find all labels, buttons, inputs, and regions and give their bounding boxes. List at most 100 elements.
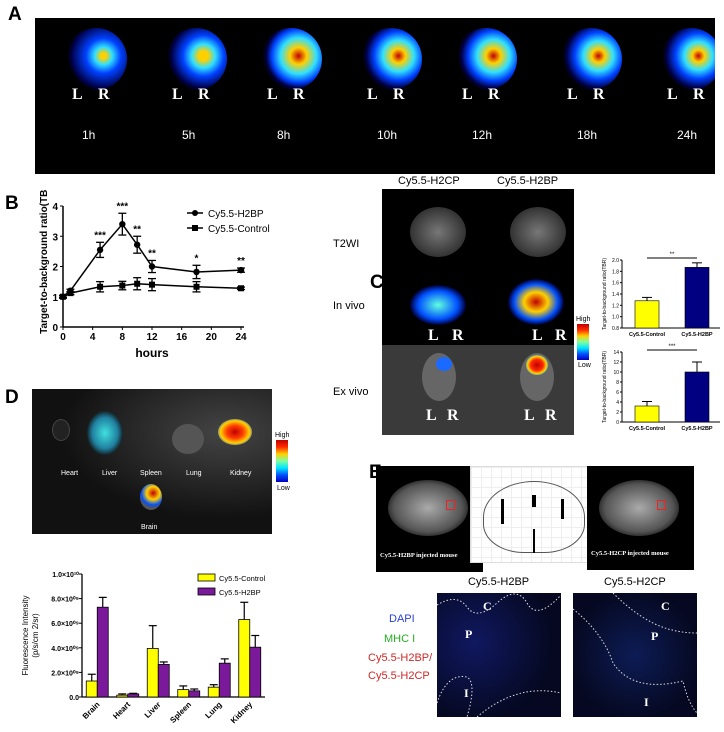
y-axis-label: Target-to-background ratio(TBR) <box>602 258 608 330</box>
ex-vivo-imaging-panel: L R L R <box>382 345 574 435</box>
mouse-head-fluorescence <box>165 28 227 90</box>
column-header-h2cp: Cy5.5-H2CP <box>398 175 460 187</box>
time-label: 24h <box>677 128 698 142</box>
legend-swatch <box>197 573 216 582</box>
organ-fluorescence-image: Heart Liver Spleen Lung Kidney Brain <box>32 389 272 534</box>
data-point <box>148 263 156 270</box>
series-line <box>62 282 242 298</box>
legend-marker <box>192 210 198 216</box>
data-point <box>119 220 126 228</box>
legend-probe-h2bp: Cy5.5-H2BP/ <box>368 652 433 664</box>
legend-marker <box>192 225 198 231</box>
bar <box>157 664 170 698</box>
mri-h2cp-caption: Cy5.5-H2CP injected mouse <box>591 550 669 557</box>
right-marker: R <box>693 86 705 103</box>
legend-label: Cy5.5-Control <box>208 224 270 235</box>
y-tick-label: 2.0×10⁰⁹ <box>51 669 79 677</box>
left-marker: L <box>567 86 578 103</box>
significance-marker: ** <box>133 224 141 235</box>
legend-probe-h2cp: Cy5.5-H2CP <box>368 670 430 682</box>
left-marker: L <box>367 86 378 103</box>
data-point <box>67 290 74 297</box>
data-point <box>134 280 141 287</box>
y-tick-label: 10 <box>613 370 619 376</box>
tbr-line-chart: 0 4 8 12 16 20 2401234hoursTarget-to-backgroun… <box>39 190 270 360</box>
x-tick-label: Cy5.5-H2BP <box>681 426 713 432</box>
mouse-head-fluorescence <box>455 28 517 90</box>
data-point <box>238 285 244 292</box>
time-label: 1h <box>82 128 96 142</box>
data-point <box>237 266 245 274</box>
y-tick-label: 1.0 <box>612 315 619 321</box>
x-tick-label: Spleen <box>168 700 193 725</box>
y-tick-label: 0 <box>52 323 58 334</box>
bar <box>177 689 190 698</box>
y-axis-label: Target-to-background ratio(TBR) <box>602 351 608 423</box>
y-tick-label: 1.2 <box>612 303 619 309</box>
colorbar-high-label: High <box>275 432 290 439</box>
y-tick-label: 6 <box>616 390 619 396</box>
x-tick-label: Liver <box>143 700 163 720</box>
data-point <box>133 241 141 248</box>
colorbar <box>276 440 288 482</box>
right-marker: R <box>545 407 557 424</box>
organ-label-spleen: Spleen <box>140 470 162 477</box>
column-header-h2cp: Cy5.5-H2CP <box>604 576 666 588</box>
right-marker: R <box>555 327 567 344</box>
x-tick-label: Brain <box>81 700 102 721</box>
colorbar-high-label: High <box>576 316 591 323</box>
in-vivo-imaging-panel: L R L <box>382 189 574 345</box>
y-tick-label: 1.4 <box>612 292 619 298</box>
data-point <box>60 293 66 300</box>
bar <box>684 371 710 423</box>
x-tick-label: 8 <box>120 332 126 343</box>
region-label-p: P <box>465 627 473 641</box>
ex-vivo-tbr-bar-chart: 0 2 4 6 8 10 12 14 Target-to-background ratio(TB… <box>602 344 720 432</box>
legend-label: Cy5.5-H2BP <box>208 209 264 220</box>
y-tick-label: 2.0 <box>612 258 619 264</box>
y-tick-label: 1.6 <box>612 281 619 287</box>
panel-label-d: D <box>5 387 19 408</box>
column-header-h2bp: Cy5.5-H2BP <box>497 175 559 187</box>
column-header-h2bp: Cy5.5-H2BP <box>468 576 530 588</box>
right-marker: R <box>198 86 210 103</box>
left-marker: L <box>428 327 439 344</box>
panel-label-b: B <box>5 193 19 214</box>
y-tick-label: 8.0×10⁰⁹ <box>51 596 79 604</box>
brain-atlas-diagram <box>470 466 597 563</box>
in-vivo-tbr-bar-chart: 0.8 1.0 1.2 1.4 1.6 1.8 2.0 Target-to-backgroun… <box>602 252 720 338</box>
left-marker: L <box>426 407 437 424</box>
y-tick-label: 1.0×10¹⁰ <box>52 571 79 579</box>
region-label-i: I <box>464 686 469 700</box>
organ-label-lung: Lung <box>186 470 202 477</box>
mri-h2bp-caption: Cy5.5-H2BP injected mouse <box>380 552 458 559</box>
time-label: 12h <box>472 128 493 142</box>
time-series-fluorescence-image: L R 1h L R 5h L R 8h L R 10h L R 12h L R 18h L R 24h <box>35 18 715 174</box>
legend-label: Cy5.5-H2BP <box>219 588 261 597</box>
y-tick-label: 12 <box>613 360 619 366</box>
mouse-head-fluorescence <box>360 28 422 90</box>
x-tick-label: 16 <box>176 332 188 343</box>
immunofluorescence-h2bp-image: C P I <box>437 593 561 717</box>
left-marker: L <box>172 86 183 103</box>
significance-marker: ** <box>148 248 156 259</box>
significance-marker: ** <box>670 252 675 258</box>
left-marker: L <box>667 86 678 103</box>
mouse-head-fluorescence <box>660 28 715 90</box>
x-tick-label: Kidney <box>229 700 255 726</box>
bar <box>249 646 262 698</box>
legend-dapi: DAPI <box>389 613 415 625</box>
y-tick-label: 8 <box>616 380 619 386</box>
y-tick-label: 0.8 <box>612 326 619 332</box>
organ-label-heart: Heart <box>61 470 79 477</box>
x-tick-label: Cy5.5-Control <box>629 332 666 338</box>
bar <box>146 648 159 698</box>
y-tick-label: 1.8 <box>612 269 619 275</box>
x-tick-label: Heart <box>111 700 132 721</box>
right-marker: R <box>452 327 464 344</box>
organ-label-liver: Liver <box>102 470 118 477</box>
bar <box>116 694 129 698</box>
left-marker: L <box>267 86 278 103</box>
significance-marker: *** <box>94 230 106 241</box>
right-marker: R <box>393 86 405 103</box>
